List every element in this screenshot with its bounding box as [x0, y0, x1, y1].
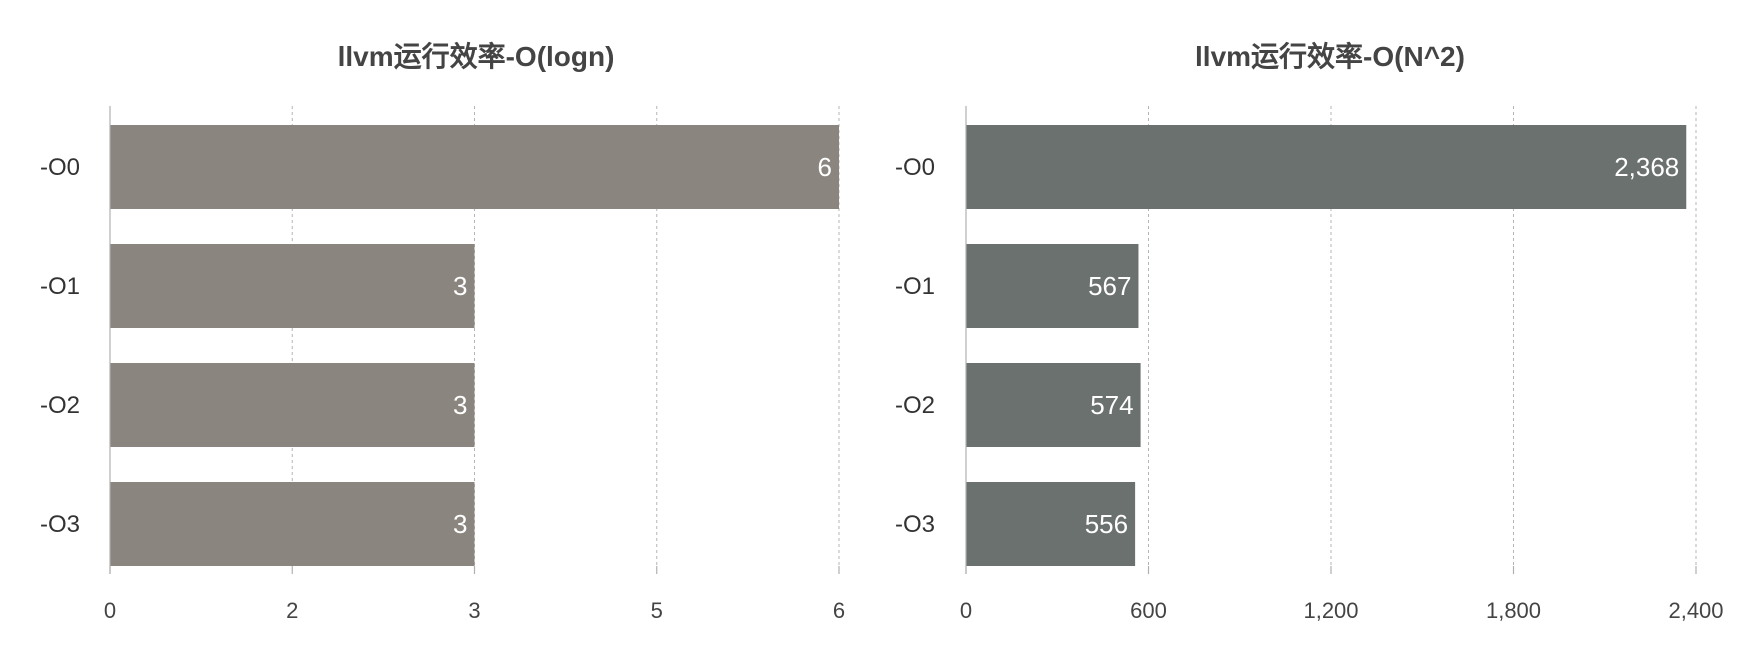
right-bar-o2 [966, 363, 1141, 447]
right-bar-value-label: 567 [1088, 271, 1131, 301]
left-bar-o1 [110, 244, 475, 328]
right-chart-title: llvm运行效率-O(N^2) [1195, 40, 1465, 72]
left-category-label: -O3 [40, 511, 80, 538]
left-bar-value-label: 3 [453, 271, 467, 301]
right-bar-o1 [966, 244, 1139, 328]
right-chart: llvm运行效率-O(N^2) 0 600 1,200 1,800 2,400 2,368 -… [895, 40, 1724, 623]
left-chart: llvm运行效率-O(logn) 0 2 3 5 6 6 -O0 3 -O1 3 -O2 3 -O3 [40, 40, 845, 623]
right-x-tick-label: 2,400 [1668, 598, 1723, 623]
right-bar-o3 [966, 482, 1136, 566]
left-bar-o3 [110, 482, 475, 566]
left-category-label: -O2 [40, 392, 80, 419]
right-bar-value-label: 556 [1085, 509, 1128, 539]
left-chart-title: llvm运行效率-O(logn) [338, 40, 615, 72]
right-x-tick-label: 600 [1130, 598, 1167, 623]
right-x-tick-label: 1,800 [1486, 598, 1541, 623]
left-x-tick-label: 6 [833, 598, 845, 623]
right-bar-value-label: 2,368 [1614, 152, 1679, 182]
right-bar-value-label: 574 [1090, 390, 1133, 420]
right-category-label: -O0 [895, 154, 935, 181]
left-x-tick-label: 5 [651, 598, 663, 623]
left-bar-value-label: 3 [453, 390, 467, 420]
right-category-label: -O3 [895, 511, 935, 538]
right-x-tick-label: 0 [960, 598, 972, 623]
left-x-tick-label: 3 [468, 598, 480, 623]
right-bar-o0 [966, 125, 1687, 209]
left-category-label: -O0 [40, 154, 80, 181]
left-bar-o0 [110, 125, 839, 209]
right-category-label: -O2 [895, 392, 935, 419]
right-x-tick-label: 1,200 [1303, 598, 1358, 623]
left-bar-o2 [110, 363, 475, 447]
right-category-label: -O1 [895, 273, 935, 300]
left-x-tick-label: 0 [104, 598, 116, 623]
left-category-label: -O1 [40, 273, 80, 300]
left-bar-value-label: 6 [818, 152, 832, 182]
left-bar-value-label: 3 [453, 509, 467, 539]
left-x-tick-label: 2 [286, 598, 298, 623]
